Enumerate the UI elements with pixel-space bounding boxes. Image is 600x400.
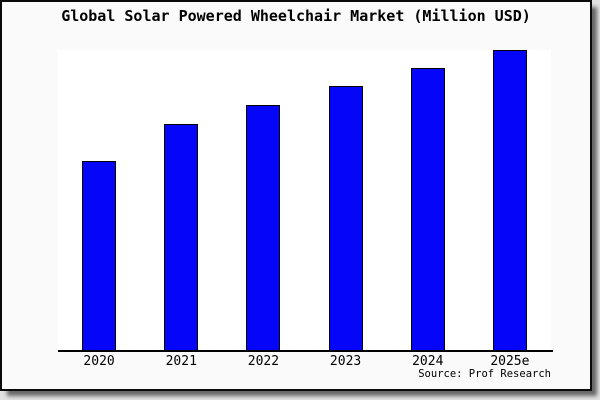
- x-tick-label-2020: 2020: [83, 354, 115, 369]
- chart-title: Global Solar Powered Wheelchair Market (…: [61, 7, 531, 25]
- x-tick-label-2025e: 2025e: [490, 354, 530, 369]
- x-tick-label-2023: 2023: [329, 354, 362, 369]
- x-tick-label-2022: 2022: [247, 354, 280, 369]
- x-axis-line: [58, 350, 553, 352]
- source-note: Source: Prof Research: [418, 368, 551, 380]
- bar-2024: [410, 68, 445, 350]
- bar-2021: [164, 124, 199, 350]
- x-axis-labels: 2020 2021 2022 2023 2024 2025e: [58, 354, 551, 370]
- bar-2025e: [492, 50, 527, 350]
- x-tick-label-2024: 2024: [412, 354, 444, 369]
- bar-2020: [82, 161, 117, 350]
- x-tick-label-2021: 2021: [165, 354, 197, 369]
- plot-area: [58, 50, 551, 350]
- chart-panel: Global Solar Powered Wheelchair Market (…: [0, 0, 592, 391]
- bar-2022: [246, 105, 281, 350]
- bar-2023: [328, 86, 363, 350]
